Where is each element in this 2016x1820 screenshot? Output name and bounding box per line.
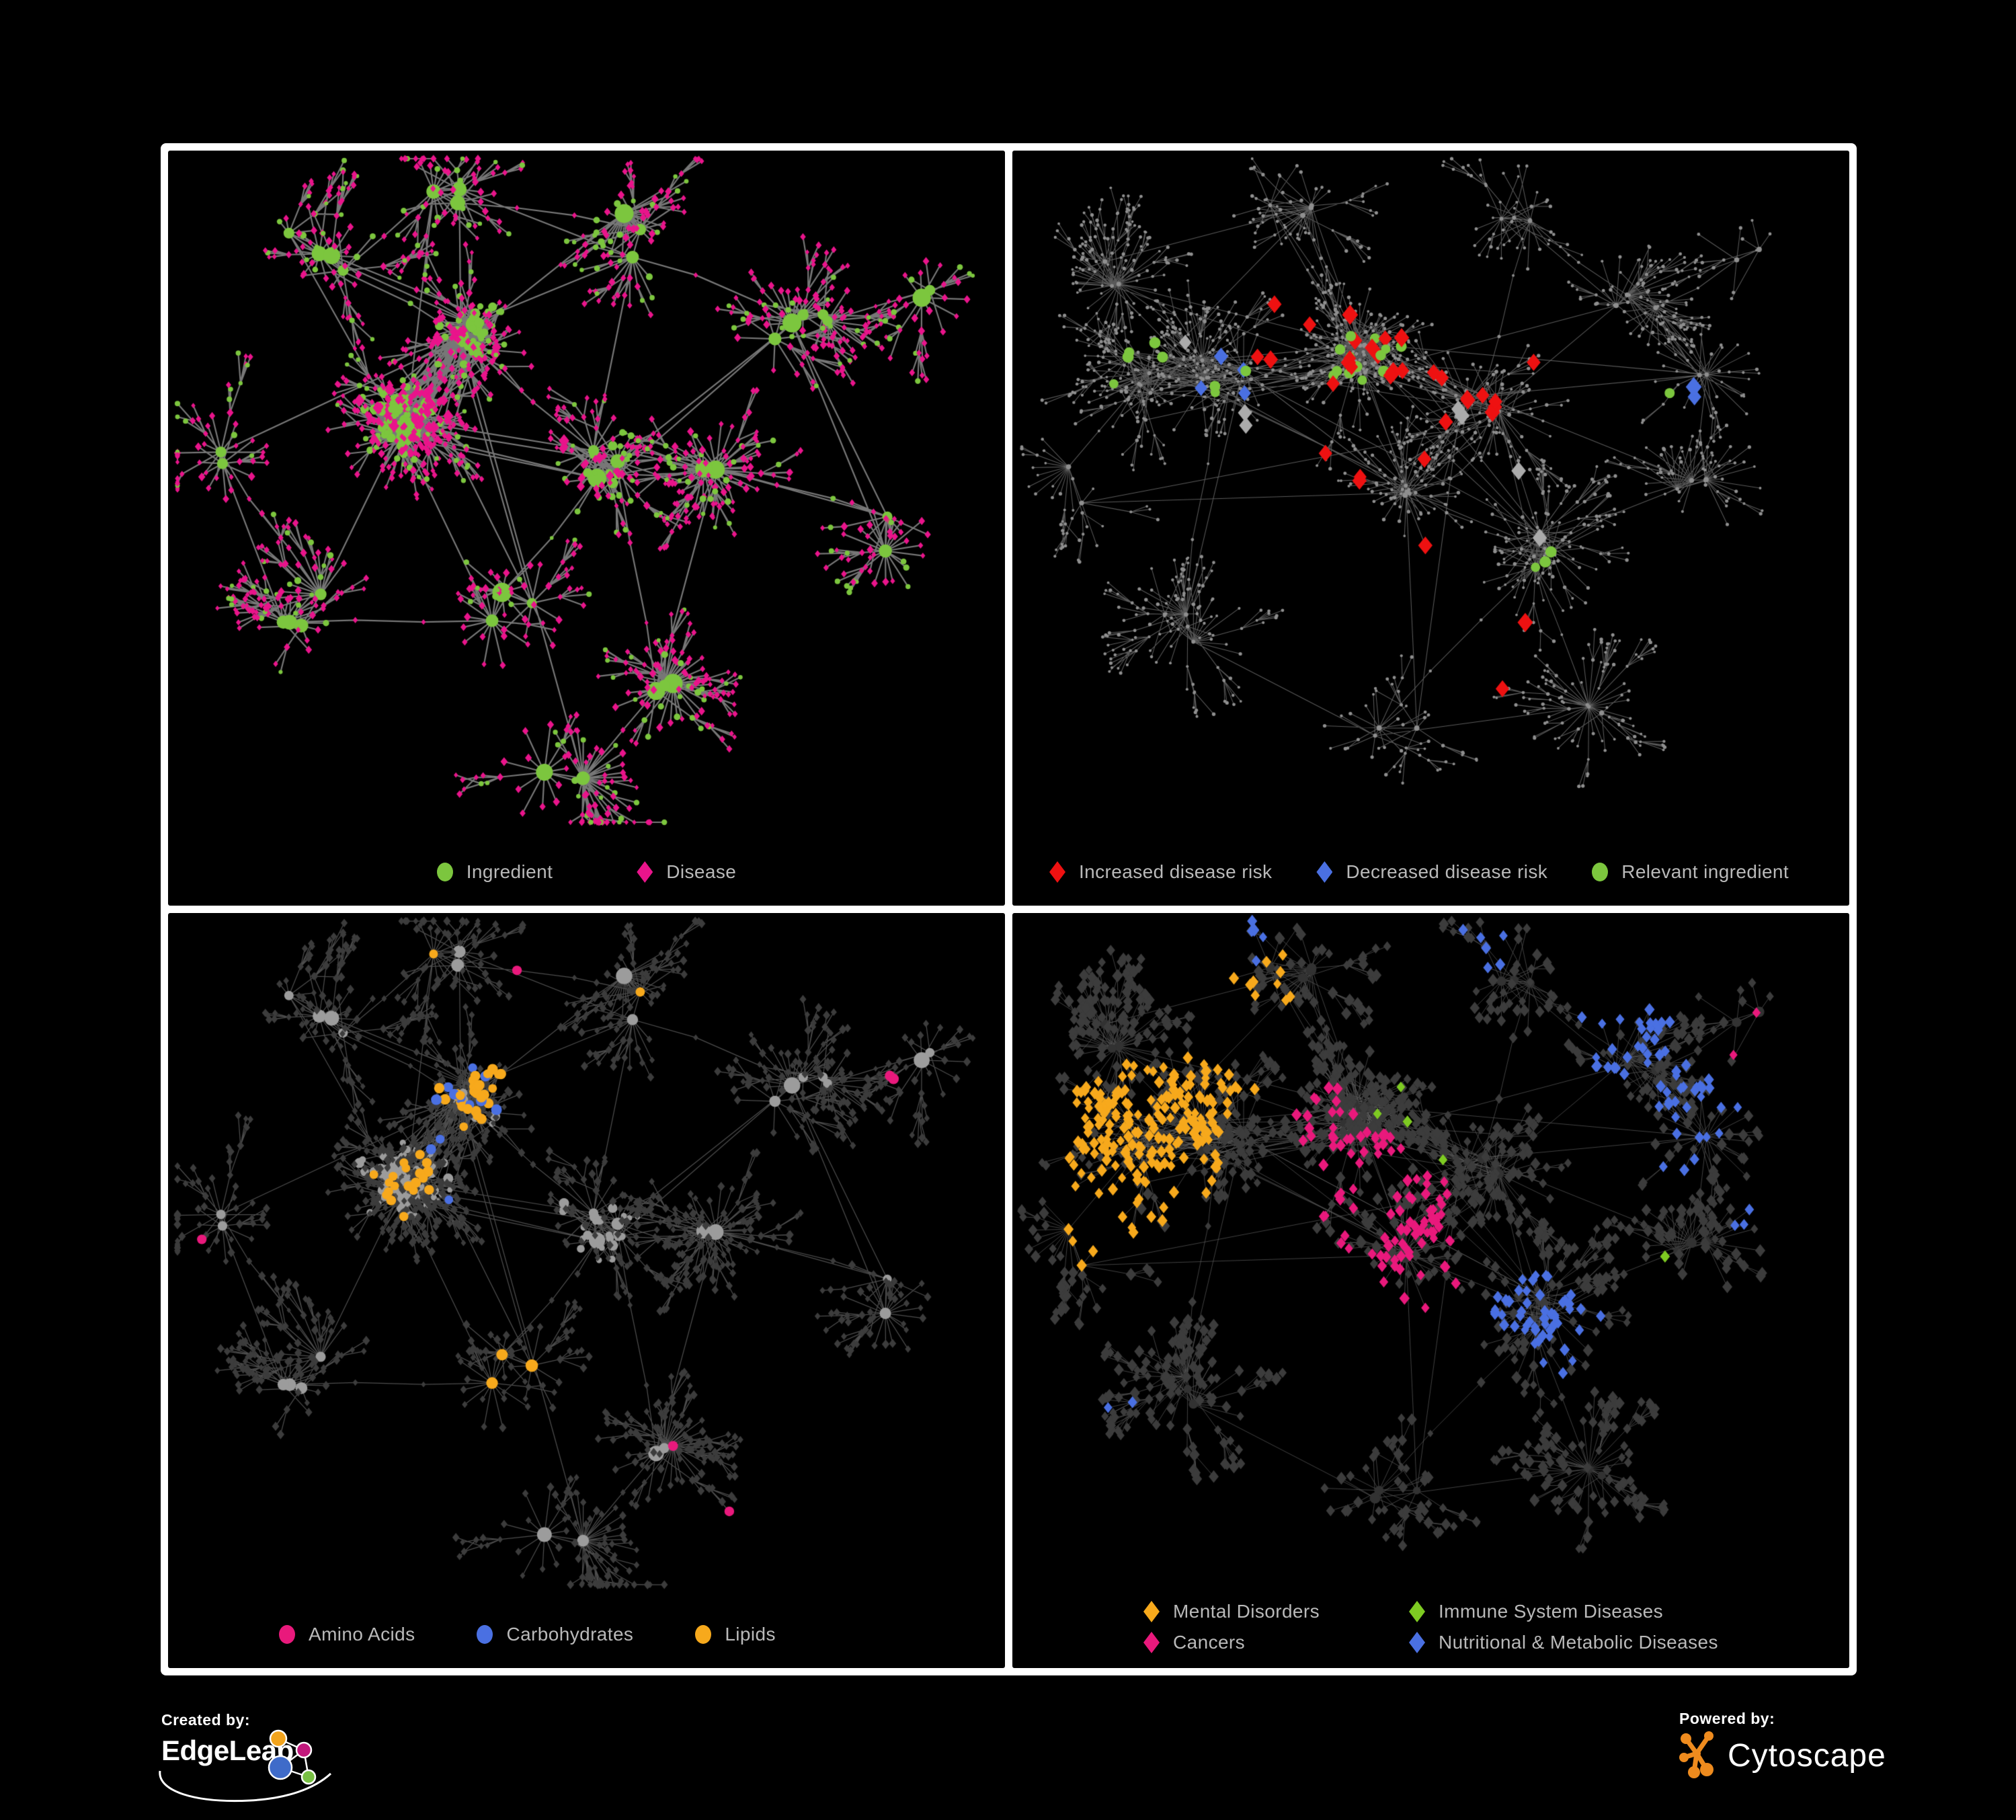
legend-item-decreased-disease-risk: Decreased disease risk xyxy=(1316,861,1547,883)
legend-item-amino-acids: Amino Acids xyxy=(279,1624,415,1645)
legend-label: Decreased disease risk xyxy=(1346,861,1548,882)
legend-item-relevant-ingredient: Relevant ingredient xyxy=(1592,861,1789,883)
legend-diamond-swatch xyxy=(1316,861,1333,883)
legend-label: Amino Acids xyxy=(309,1624,415,1645)
legend-item-ingredient: Ingredient xyxy=(436,861,553,883)
legend-label: Nutritional & Metabolic Diseases xyxy=(1439,1632,1718,1653)
edgeleap-logo: EdgeLeap xyxy=(159,1729,383,1803)
legend-diamond-swatch xyxy=(1409,1601,1425,1622)
edgeleap-network-icon xyxy=(268,1729,317,1785)
legend-label: Mental Disorders xyxy=(1173,1601,1320,1622)
panel-disease-categories: Mental Disorders Immune System Diseases Ca… xyxy=(1012,913,1849,1668)
legend-disease-categories: Mental Disorders Immune System Diseases Ca… xyxy=(1012,1601,1849,1653)
network-ingredient-disease xyxy=(168,151,1005,906)
legend-diamond-swatch xyxy=(1049,861,1065,883)
legend-item-mental-disorders: Mental Disorders xyxy=(1143,1601,1409,1622)
legend-label: Carbohydrates xyxy=(506,1624,634,1645)
legend-ingredient-disease: Ingredient Disease xyxy=(168,861,1005,883)
figure-grid: Ingredient Disease Increased disease risk… xyxy=(161,143,1857,1675)
cytoscape-logo-text: Cytoscape xyxy=(1728,1737,1886,1774)
legend-circle-swatch xyxy=(279,1625,295,1644)
cytoscape-logo: Cytoscape xyxy=(1679,1731,1886,1780)
legend-diamond-swatch xyxy=(1143,1632,1160,1653)
legend-nutrient-classes: Amino Acids Carbohydrates Lipids xyxy=(168,1624,1005,1645)
legend-diamond-swatch xyxy=(1409,1632,1425,1653)
legend-circle-swatch xyxy=(695,1625,712,1644)
legend-circle-swatch xyxy=(1592,863,1609,881)
powered-by-label: Powered by: xyxy=(1679,1710,1775,1727)
legend-item-increased-disease-risk: Increased disease risk xyxy=(1049,861,1272,883)
legend-label: Immune System Diseases xyxy=(1439,1601,1664,1622)
legend-item-carbohydrates: Carbohydrates xyxy=(477,1624,633,1645)
powered-by-block: Powered by: Cytosc xyxy=(1679,1710,1886,1780)
network-nutrient-classes xyxy=(168,913,1005,1668)
panel-nutrient-classes: Amino Acids Carbohydrates Lipids xyxy=(168,913,1005,1668)
legend-item-immune-system-diseases: Immune System Diseases xyxy=(1409,1601,1849,1622)
legend-item-nutritional-metabolic-diseases: Nutritional & Metabolic Diseases xyxy=(1409,1632,1849,1653)
created-by-block: Created by: EdgeLeap xyxy=(159,1711,383,1803)
legend-label: Disease xyxy=(666,861,737,882)
legend-circle-swatch xyxy=(436,863,453,881)
legend-item-cancers: Cancers xyxy=(1143,1632,1409,1653)
network-disease-categories xyxy=(1012,913,1849,1668)
legend-label: Relevant ingredient xyxy=(1621,861,1789,882)
legend-disease-risk: Increased disease risk Decreased disease … xyxy=(1012,861,1849,883)
legend-label: Cancers xyxy=(1173,1632,1246,1653)
created-by-label: Created by: xyxy=(161,1711,251,1729)
cytoscape-network-icon xyxy=(1679,1731,1713,1778)
panel-disease-risk: Increased disease risk Decreased disease … xyxy=(1012,151,1849,906)
edgeleap-swoosh xyxy=(159,1770,332,1803)
legend-item-lipids: Lipids xyxy=(695,1624,776,1645)
legend-diamond-swatch xyxy=(1143,1601,1160,1622)
legend-diamond-swatch xyxy=(637,861,653,883)
legend-label: Lipids xyxy=(725,1624,776,1645)
legend-item-disease: Disease xyxy=(637,861,736,883)
panel-ingredient-disease: Ingredient Disease xyxy=(168,151,1005,906)
network-disease-risk xyxy=(1012,151,1849,906)
legend-label: Increased disease risk xyxy=(1079,861,1273,882)
legend-label: Ingredient xyxy=(466,861,553,882)
legend-circle-swatch xyxy=(477,1625,493,1644)
